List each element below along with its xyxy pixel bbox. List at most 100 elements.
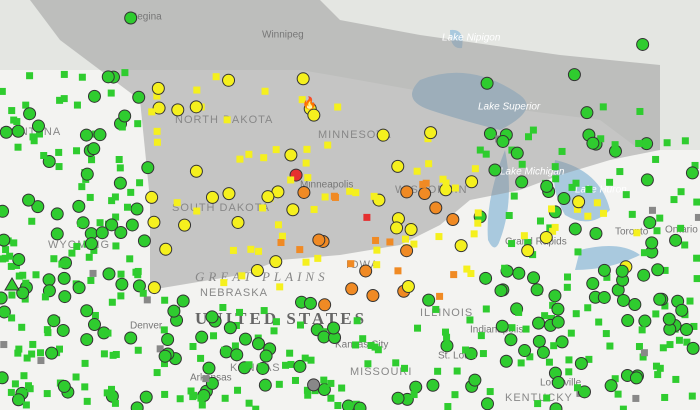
sensor-marker[interactable]	[91, 311, 99, 319]
sensor-marker[interactable]	[176, 395, 184, 403]
sensor-marker[interactable]	[219, 303, 227, 311]
monitor-marker[interactable]	[161, 332, 175, 346]
sensor-marker[interactable]	[30, 137, 38, 145]
monitor-marker[interactable]	[58, 290, 72, 304]
sensor-marker[interactable]	[616, 168, 624, 176]
sensor-marker[interactable]	[681, 137, 689, 145]
sensor-marker[interactable]	[85, 253, 93, 261]
sensor-marker[interactable]	[118, 123, 126, 131]
sensor-marker[interactable]	[425, 160, 433, 168]
monitor-marker[interactable]	[250, 264, 264, 278]
sensor-marker[interactable]	[210, 332, 218, 340]
sensor-marker[interactable]	[87, 276, 95, 284]
monitor-marker[interactable]	[404, 222, 418, 236]
sensor-marker[interactable]	[573, 205, 581, 213]
monitor-marker[interactable]	[251, 337, 265, 351]
sensor-marker[interactable]	[584, 304, 592, 312]
monitor-marker[interactable]	[22, 193, 36, 207]
sensor-marker[interactable]	[686, 297, 694, 305]
sensor-marker[interactable]	[81, 383, 89, 391]
sensor-marker[interactable]	[573, 384, 581, 392]
sensor-marker[interactable]	[469, 350, 477, 358]
sensor-marker[interactable]	[301, 354, 309, 362]
monitor-marker[interactable]	[318, 298, 332, 312]
sensor-marker[interactable]	[386, 238, 394, 246]
sensor-marker[interactable]	[55, 163, 63, 171]
sensor-marker[interactable]	[40, 152, 48, 160]
monitor-marker[interactable]	[132, 279, 146, 293]
sensor-marker[interactable]	[639, 353, 647, 361]
sensor-marker[interactable]	[143, 296, 151, 304]
sensor-marker[interactable]	[139, 289, 147, 297]
sensor-marker[interactable]	[257, 363, 265, 371]
sensor-marker[interactable]	[255, 247, 263, 255]
monitor-marker[interactable]	[555, 335, 569, 349]
sensor-marker[interactable]	[324, 141, 332, 149]
sensor-marker[interactable]	[26, 385, 34, 393]
sensor-marker[interactable]	[331, 193, 339, 201]
sensor-marker[interactable]	[79, 219, 87, 227]
sensor-marker[interactable]	[127, 188, 135, 196]
sensor-marker[interactable]	[238, 272, 246, 280]
sensor-marker[interactable]	[558, 147, 566, 155]
monitor-marker[interactable]	[353, 401, 367, 410]
monitor-marker[interactable]	[261, 190, 275, 204]
monitor-marker[interactable]	[551, 315, 565, 329]
sensor-marker[interactable]	[574, 248, 582, 256]
sensor-marker[interactable]	[394, 267, 402, 275]
sensor-marker[interactable]	[471, 165, 479, 173]
monitor-marker[interactable]	[0, 204, 10, 218]
monitor-marker[interactable]	[488, 163, 502, 177]
sensor-marker[interactable]	[451, 184, 459, 192]
sensor-marker[interactable]	[424, 135, 432, 143]
sensor-marker[interactable]	[287, 176, 295, 184]
sensor-marker[interactable]	[86, 193, 94, 201]
sensor-marker[interactable]	[347, 260, 355, 268]
monitor-marker[interactable]	[400, 185, 414, 199]
sensor-marker[interactable]	[189, 342, 197, 350]
monitor-marker[interactable]	[359, 264, 373, 278]
monitor-marker[interactable]	[115, 277, 129, 291]
sensor-marker[interactable]	[60, 70, 68, 78]
sensor-marker[interactable]	[602, 330, 610, 338]
monitor-marker[interactable]	[557, 192, 571, 206]
sensor-marker[interactable]	[272, 146, 280, 154]
monitor-marker[interactable]	[93, 128, 107, 142]
sensor-marker[interactable]	[526, 353, 534, 361]
monitor-marker[interactable]	[152, 101, 166, 115]
sensor-marker[interactable]	[640, 349, 648, 357]
monitor-marker[interactable]	[400, 244, 414, 258]
monitor-marker[interactable]	[532, 316, 546, 330]
sensor-marker[interactable]	[247, 245, 255, 253]
sensor-marker[interactable]	[104, 329, 112, 337]
monitor-marker[interactable]	[80, 333, 94, 347]
monitor-marker[interactable]	[512, 266, 526, 280]
monitor-marker[interactable]	[45, 346, 59, 360]
sensor-marker[interactable]	[401, 235, 409, 243]
sensor-marker[interactable]	[352, 341, 360, 349]
sensor-marker[interactable]	[517, 359, 525, 367]
sensor-marker[interactable]	[291, 376, 299, 384]
sensor-marker[interactable]	[414, 324, 422, 332]
monitor-marker[interactable]	[189, 164, 203, 178]
sensor-marker[interactable]	[303, 145, 311, 153]
monitor-marker[interactable]	[130, 401, 144, 410]
monitor-marker[interactable]	[422, 293, 436, 307]
sensor-marker[interactable]	[6, 252, 14, 260]
sensor-marker[interactable]	[43, 326, 51, 334]
sensor-marker[interactable]	[261, 87, 269, 95]
monitor-marker[interactable]	[171, 103, 185, 117]
sensor-marker[interactable]	[672, 375, 680, 383]
sensor-marker[interactable]	[635, 139, 643, 147]
sensor-marker[interactable]	[223, 116, 231, 124]
sensor-marker[interactable]	[434, 367, 442, 375]
sensor-marker[interactable]	[14, 349, 22, 357]
sensor-marker[interactable]	[245, 150, 253, 158]
sensor-marker[interactable]	[302, 159, 310, 167]
monitor-marker[interactable]	[102, 267, 116, 281]
monitor-marker[interactable]	[629, 371, 643, 385]
sensor-marker[interactable]	[334, 402, 342, 410]
sensor-marker[interactable]	[552, 175, 560, 183]
monitor-marker[interactable]	[101, 70, 115, 84]
monitor-marker[interactable]	[640, 173, 654, 187]
